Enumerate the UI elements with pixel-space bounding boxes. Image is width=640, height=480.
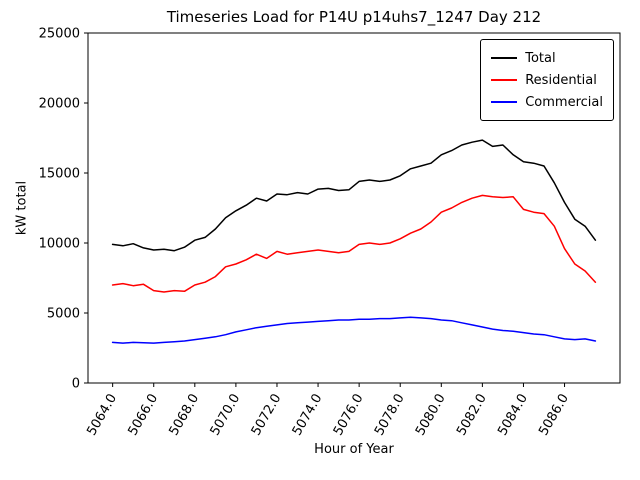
x-tick-label: 5084.0 bbox=[495, 392, 531, 439]
legend: Total Residential Commercial bbox=[480, 39, 614, 121]
legend-label-commercial: Commercial bbox=[525, 94, 603, 110]
x-tick-label: 5066.0 bbox=[125, 392, 161, 439]
chart-title: Timeseries Load for P14U p14uhs7_1247 Da… bbox=[166, 8, 542, 26]
x-tick-label: 5078.0 bbox=[372, 392, 408, 439]
series-line-residential bbox=[111, 194, 597, 293]
x-tick-label: 5080.0 bbox=[413, 392, 449, 439]
legend-label-total: Total bbox=[525, 50, 556, 66]
legend-label-residential: Residential bbox=[525, 72, 597, 88]
x-tick-label: 5072.0 bbox=[249, 392, 285, 439]
x-tick-label: 5082.0 bbox=[454, 392, 490, 439]
legend-entry-total: Total bbox=[491, 47, 603, 69]
legend-line-residential bbox=[491, 79, 518, 81]
legend-entry-residential: Residential bbox=[491, 69, 603, 91]
legend-line-total bbox=[491, 57, 518, 59]
y-tick-label: 0 bbox=[72, 377, 80, 392]
x-tick-label: 5076.0 bbox=[331, 392, 367, 439]
series-line-commercial bbox=[111, 316, 597, 344]
y-tick-label: 25000 bbox=[39, 27, 80, 42]
x-tick-label: 5070.0 bbox=[208, 392, 244, 439]
x-tick-label: 5064.0 bbox=[84, 392, 120, 439]
y-tick-label: 10000 bbox=[39, 237, 80, 252]
x-axis-label: Hour of Year bbox=[314, 442, 394, 457]
x-tick-label: 5068.0 bbox=[167, 392, 203, 439]
x-tick-label: 5074.0 bbox=[290, 392, 326, 439]
legend-line-commercial bbox=[491, 101, 518, 103]
legend-entry-commercial: Commercial bbox=[491, 91, 603, 113]
x-tick-label: 5086.0 bbox=[536, 392, 572, 439]
y-tick-label: 5000 bbox=[47, 307, 80, 322]
y-tick-label: 15000 bbox=[39, 167, 80, 182]
axes-frame bbox=[87, 32, 621, 384]
series-line-total bbox=[111, 139, 597, 252]
y-tick-label: 20000 bbox=[39, 97, 80, 112]
